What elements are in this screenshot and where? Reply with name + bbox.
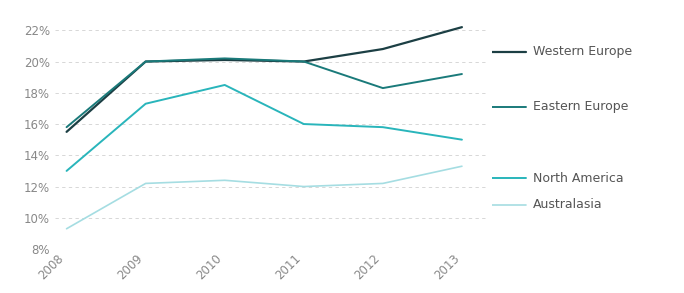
Text: Eastern Europe: Eastern Europe [533, 100, 629, 113]
Text: Western Europe: Western Europe [533, 45, 632, 58]
Text: North America: North America [533, 172, 624, 185]
Text: Australasia: Australasia [533, 198, 603, 211]
